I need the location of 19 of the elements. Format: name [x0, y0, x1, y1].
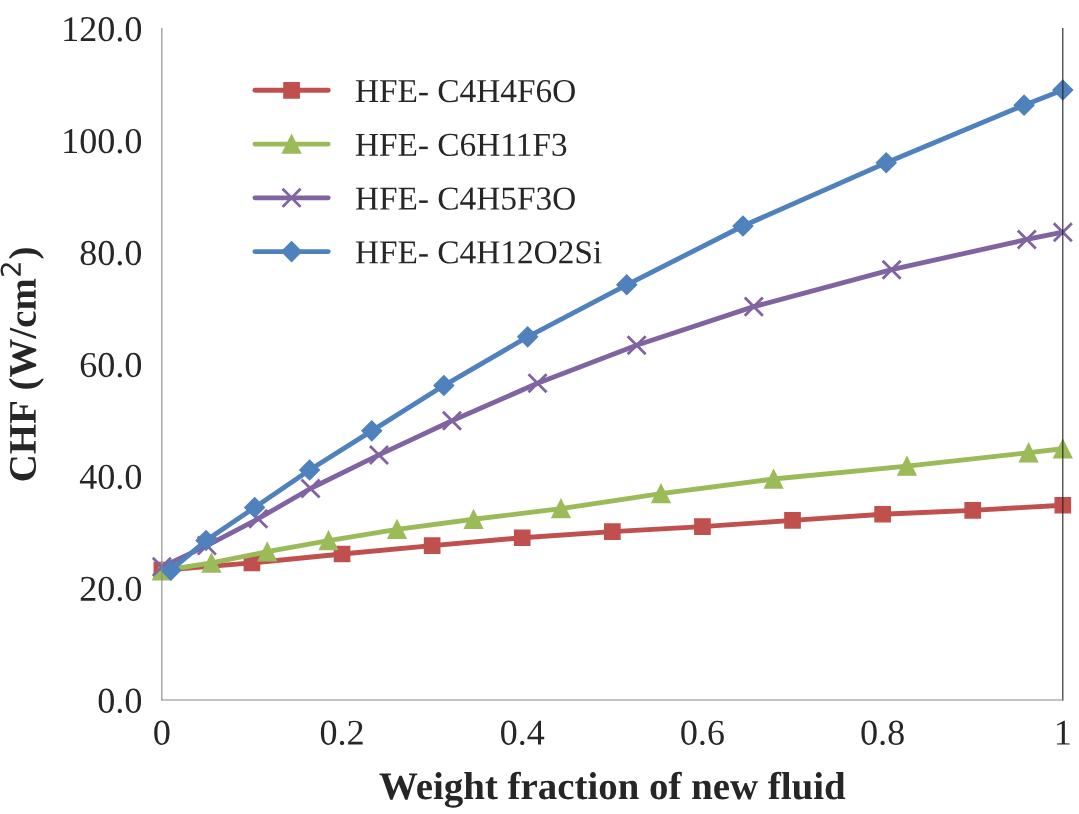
x-tick-label: 1	[1056, 720, 1070, 745]
legend-label: HFE- C4H12O2Si	[355, 241, 602, 264]
x-tick-label: 0.6	[681, 720, 724, 746]
y-tick-label: 120.0	[64, 17, 142, 42]
y-tick-label: 40.0	[79, 464, 142, 490]
y-tick-label: 60.0	[80, 352, 142, 378]
x-tick-label: 0.2	[320, 720, 363, 746]
y-tick-label: 0.0	[98, 688, 142, 714]
x-tick-label: 0	[154, 720, 170, 745]
y-tick-label: 20.0	[80, 576, 142, 602]
x-tick-label: 0.4	[501, 720, 545, 746]
y-tick-label: 100.0	[64, 128, 142, 154]
y-tick-label: 80.0	[80, 240, 142, 266]
x-tick-label: 0.8	[861, 720, 904, 746]
legend-label: HFE- C6H11F3	[355, 133, 567, 157]
x-axis-title: Weight fraction of new fluid	[379, 771, 846, 808]
legend-label: HFE- C4H4F6O	[355, 79, 575, 103]
legend-label: HFE- C4H5F3O	[355, 187, 575, 210]
y-axis-title: CHF (W/cm$^{2}$)	[0, 248, 44, 481]
